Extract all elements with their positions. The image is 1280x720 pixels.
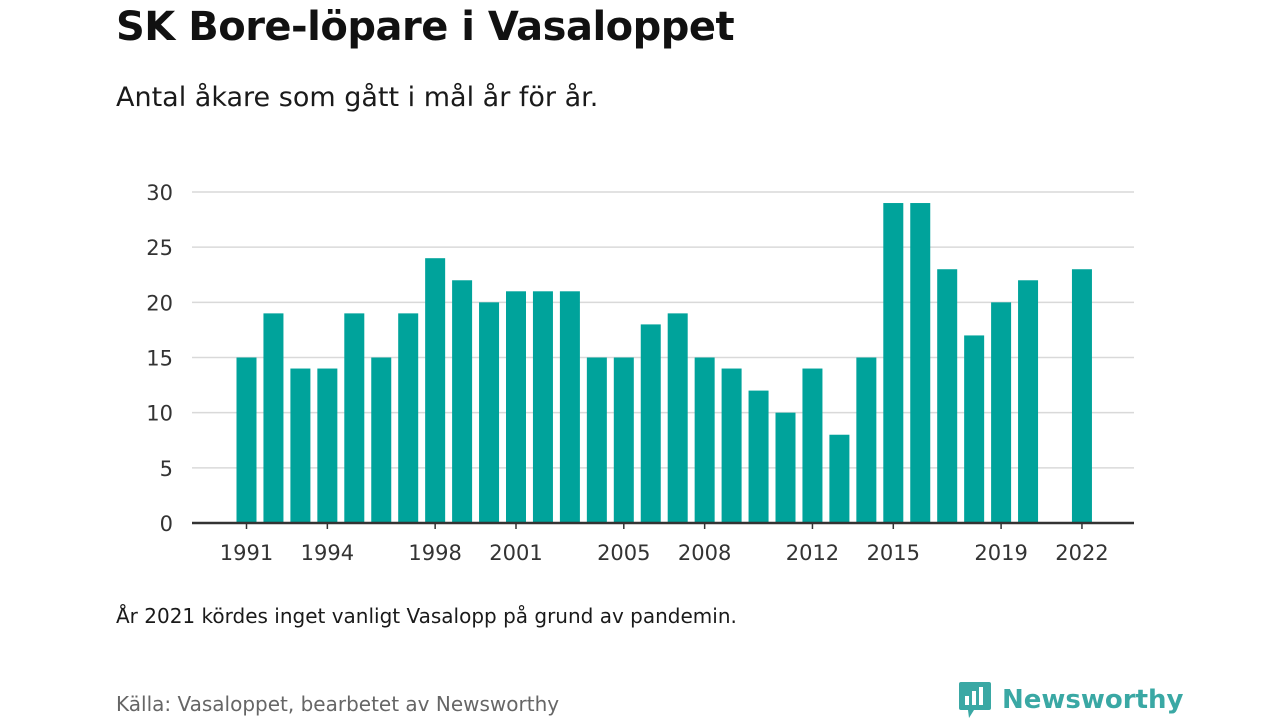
- x-tick-label: 1994: [301, 541, 354, 565]
- bar: [236, 357, 257, 523]
- x-tick-label: 2001: [489, 541, 542, 565]
- bar: [964, 335, 985, 523]
- bar: [452, 280, 473, 523]
- x-tick-label: 2022: [1055, 541, 1108, 565]
- bar: [721, 368, 742, 523]
- bar: [640, 324, 661, 523]
- x-tick-label: 2005: [597, 541, 650, 565]
- y-tick-label: 5: [160, 457, 173, 481]
- brand-name: Newsworthy: [1002, 685, 1184, 715]
- bar: [775, 412, 796, 523]
- bar: [667, 313, 688, 523]
- y-tick-label: 25: [146, 236, 173, 260]
- x-tick-label: 1991: [220, 541, 273, 565]
- bar: [748, 390, 769, 523]
- bar: [613, 357, 634, 523]
- bar: [883, 203, 904, 524]
- bar: [802, 368, 823, 523]
- bar: [910, 203, 931, 524]
- x-tick-label: 2008: [678, 541, 731, 565]
- bar: [559, 291, 580, 523]
- source-text: Källa: Vasaloppet, bearbetet av Newswort…: [116, 692, 560, 716]
- bar: [937, 269, 958, 523]
- bar: [371, 357, 392, 523]
- y-tick-label: 30: [146, 181, 173, 205]
- bar: [1018, 280, 1039, 523]
- bar: [506, 291, 526, 523]
- x-tick-label: 1998: [408, 541, 461, 565]
- y-tick-label: 0: [160, 512, 173, 536]
- bar: [344, 313, 365, 523]
- newsworthy-logo-icon: [959, 682, 991, 718]
- bar: [1071, 269, 1092, 523]
- bar: [829, 434, 850, 523]
- x-tick-label: 2012: [786, 541, 839, 565]
- bar: [532, 291, 553, 523]
- bar: [317, 368, 338, 523]
- chart-subtitle: Antal åkare som gått i mål år för år.: [116, 82, 599, 113]
- y-tick-label: 10: [146, 402, 173, 426]
- x-tick-label: 2015: [867, 541, 920, 565]
- bar: [290, 368, 311, 523]
- x-tick-label: 2019: [974, 541, 1027, 565]
- newsworthy-logo: Newsworthy: [958, 680, 1183, 720]
- bar: [425, 258, 446, 523]
- y-tick-label: 15: [146, 347, 173, 371]
- footnote: År 2021 kördes inget vanligt Vasalopp på…: [116, 604, 737, 628]
- bar: [479, 302, 500, 523]
- bar: [586, 357, 607, 523]
- bar: [991, 302, 1012, 523]
- bar: [694, 357, 715, 523]
- bar: [398, 313, 419, 523]
- bar: [263, 313, 284, 523]
- chart-title: SK Bore-löpare i Vasaloppet: [116, 4, 735, 50]
- y-tick-label: 20: [146, 291, 173, 315]
- bar: [856, 357, 877, 523]
